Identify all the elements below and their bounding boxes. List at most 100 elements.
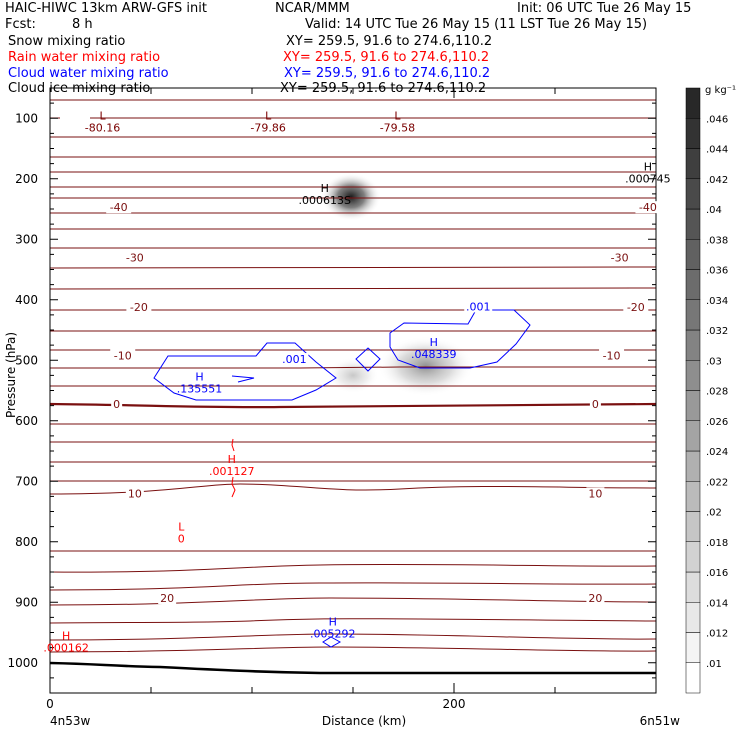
- y-tick-label: 100: [15, 111, 38, 125]
- isotherm-label: -10: [603, 349, 621, 362]
- init-time: Init: 06 UTC Tue 26 May 15: [517, 1, 692, 16]
- isotherm-label-bg: [586, 592, 605, 605]
- colorbar-box: [685, 602, 701, 633]
- colorbar-label: .036: [706, 266, 728, 277]
- colorbar-label: .022: [706, 477, 728, 488]
- freezing-level-line: [50, 402, 656, 409]
- contour-label: .001: [282, 353, 307, 366]
- extremum-marker: H: [430, 336, 438, 349]
- colorbar-label: .014: [706, 598, 728, 609]
- isotherm-label: 20: [588, 592, 602, 605]
- colorbar-box: [685, 208, 701, 240]
- colorbar-box: [685, 662, 701, 694]
- colorbar-box: [685, 450, 701, 482]
- isotherm-label: 20: [160, 592, 174, 605]
- isotherm-line: [50, 366, 656, 369]
- extremum-marker: L: [265, 109, 272, 122]
- extremum-value: -80.16: [85, 121, 120, 134]
- extremum-value: .000162: [43, 642, 89, 655]
- y-tick-label: 900: [15, 595, 38, 609]
- extremum-value: .135551: [177, 383, 223, 396]
- isotherm-line: [50, 633, 656, 641]
- isotherm-line: [50, 563, 656, 573]
- snow-maximum: [320, 172, 381, 221]
- extremum-value: -79.86: [250, 121, 285, 134]
- contour-label: .001: [466, 300, 491, 313]
- colorbar-label: .024: [706, 447, 728, 458]
- field-xy-cloudwater: XY= 259.5, 91.6 to 274.6,110.2: [284, 66, 491, 81]
- snow-maximum: [377, 336, 474, 397]
- colorbar-label: .04: [706, 205, 722, 216]
- extremum-marker: L: [99, 109, 106, 122]
- extremum-marker: H: [329, 616, 337, 629]
- colorbar-box: [685, 87, 701, 119]
- colorbar-label: .01: [706, 659, 722, 670]
- isotherm-label-bg: [635, 201, 661, 214]
- isotherm-label: -30: [126, 251, 144, 264]
- isotherm-label-bg: [110, 349, 136, 362]
- x-axis-title: Distance (km): [322, 714, 406, 728]
- isotherm-line: [50, 646, 656, 653]
- colorbar-label: .028: [706, 387, 728, 398]
- x-tick-label: 200: [443, 697, 466, 711]
- x-tick-label: 0: [46, 697, 54, 711]
- colorbar-box: [685, 299, 701, 331]
- field-name-cloudwater: Cloud water mixing ratio: [8, 66, 169, 81]
- isotherm-line: [50, 618, 656, 624]
- isotherm-label: 0: [592, 398, 599, 411]
- isotherm-label: -40: [639, 201, 657, 214]
- colorbar-box: [685, 329, 701, 361]
- colorbar-box: [685, 118, 701, 149]
- isotherm-label-bg: [126, 301, 152, 314]
- field-xy-rain: XY= 259.5, 91.6 to 274.6,110.2: [283, 50, 490, 65]
- fcst-value: 8 h: [72, 17, 93, 32]
- isotherm-label: -40: [110, 201, 128, 214]
- model-title: HAIC-HIWC 13km ARW-GFS init: [5, 1, 207, 16]
- y-tick-label: 400: [15, 293, 38, 307]
- colorbar-box: [685, 541, 701, 573]
- isotherm-label-bg: [111, 397, 123, 410]
- rain-water-contour: [231, 438, 235, 452]
- colorbar-label: .046: [706, 114, 728, 125]
- extremum-marker: H: [195, 371, 203, 384]
- colorbar-box: [685, 148, 701, 179]
- colorbar-box: [685, 571, 701, 603]
- terrain-line: [50, 661, 656, 675]
- isotherm-label-bg: [599, 349, 625, 362]
- colorbar-label: .026: [706, 417, 728, 428]
- isotherm-label: 10: [588, 487, 602, 500]
- colorbar-label: .038: [706, 235, 728, 246]
- extremum-marker: H: [644, 161, 652, 174]
- colorbar-label: .044: [706, 145, 728, 156]
- extremum-marker: L: [394, 109, 401, 122]
- field-name-rain: Rain water mixing ratio: [8, 50, 161, 65]
- isotherm-line: [50, 597, 656, 606]
- extremum-value: -79.58: [380, 121, 415, 134]
- isotherm-label-bg: [122, 251, 148, 264]
- extremum-value: .001127: [209, 465, 255, 478]
- y-axis-title: Pressure (hPa): [4, 332, 18, 418]
- y-tick-label: 800: [15, 535, 38, 549]
- extremum-value: 0: [178, 533, 185, 546]
- colorbar-box: [685, 178, 701, 210]
- colorbar-label: .018: [706, 538, 728, 549]
- y-tick-label: 1000: [7, 656, 38, 670]
- cloud-water-contour: [355, 347, 381, 372]
- extremum-marker: H: [228, 453, 236, 466]
- extremum-marker: H: [321, 182, 329, 195]
- isotherm-label-bg: [125, 487, 144, 500]
- cloud-water-contour: [153, 342, 337, 401]
- colorbar-label: .042: [706, 175, 728, 186]
- colorbar-label: .02: [706, 508, 722, 519]
- valid-time: Valid: 14 UTC Tue 26 May 15 (11 LST Tue …: [305, 17, 648, 32]
- isotherm-label: 0: [113, 398, 120, 411]
- x-endpoint-right: 6n51w: [640, 714, 681, 728]
- contour-label-bg: [280, 353, 309, 366]
- isotherm-label-bg: [607, 251, 633, 264]
- y-tick-label: 300: [15, 232, 38, 246]
- extremum-value: .005292: [310, 628, 356, 641]
- isotherm-label: 10: [128, 487, 142, 500]
- colorbar-unit: g kg⁻¹: [705, 85, 736, 96]
- contour-label-bg: [464, 300, 493, 313]
